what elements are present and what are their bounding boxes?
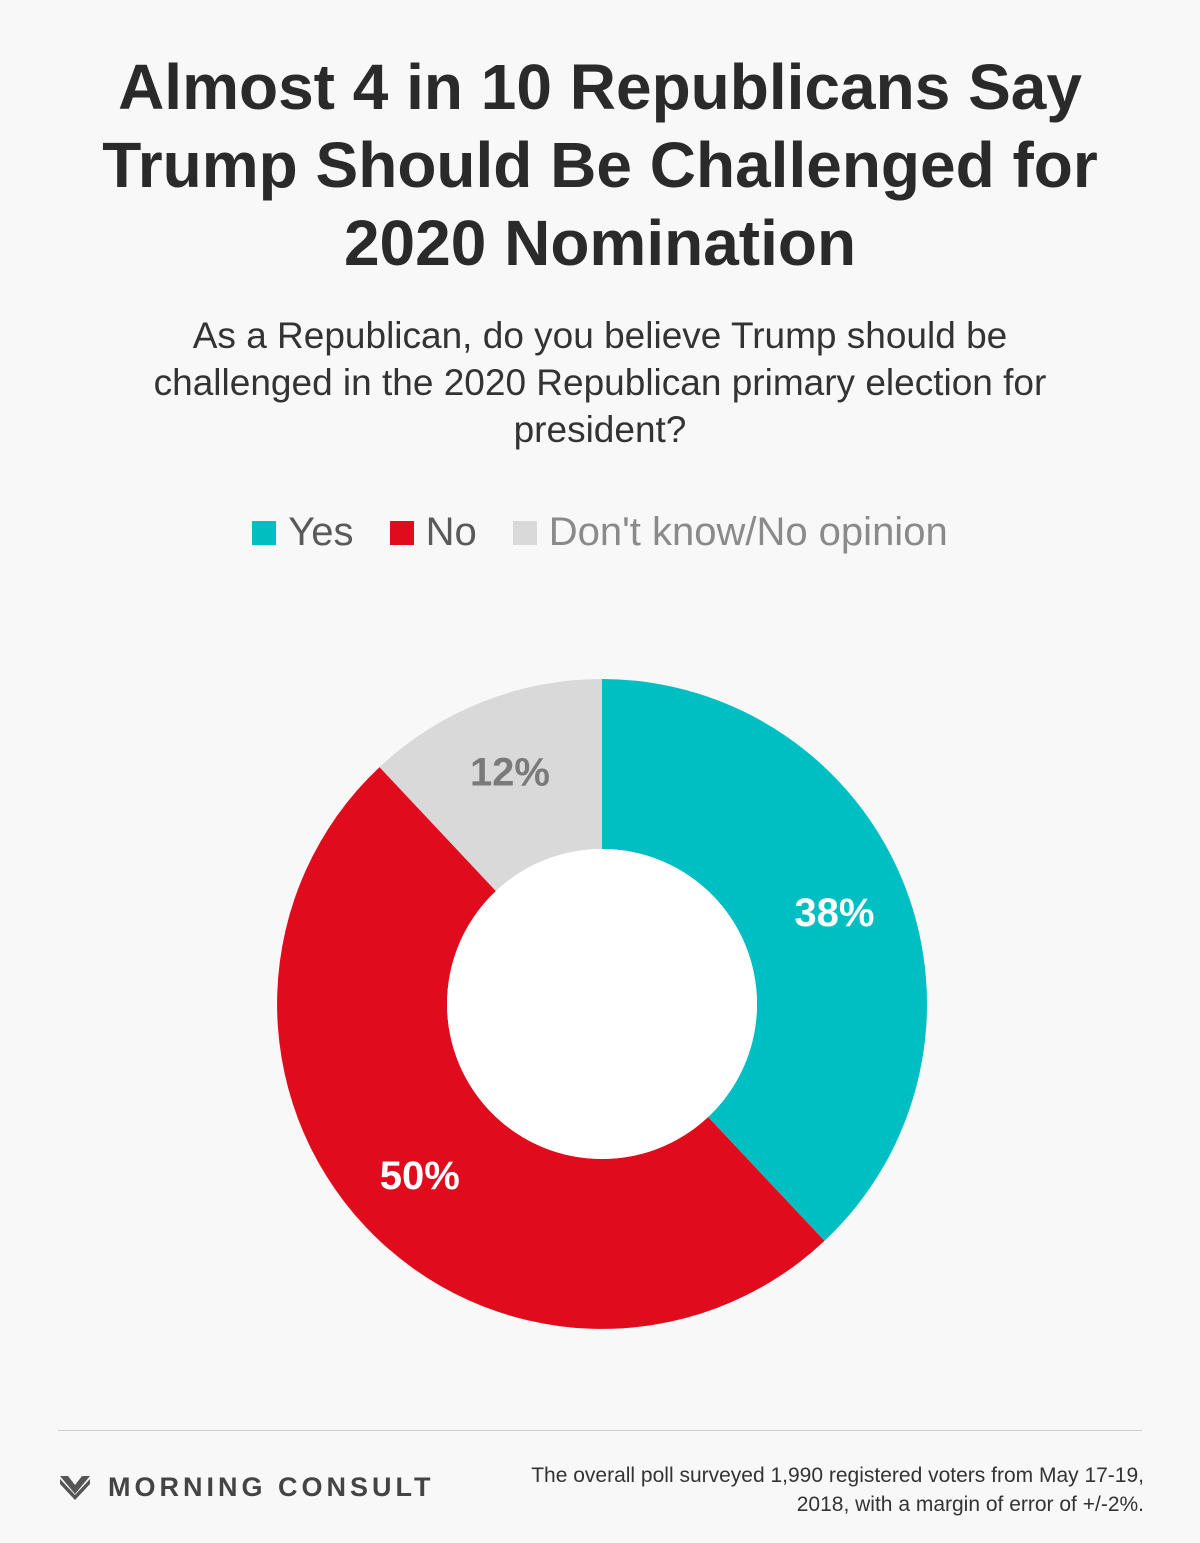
brand-logo: MORNING CONSULT — [60, 1472, 434, 1503]
legend-label-dont-know: Don't know/No opinion — [548, 510, 948, 554]
chart-title: Almost 4 in 10 Republicans Say Trump Sho… — [102, 51, 1098, 279]
donut-chart: 38% 50% 12% — [277, 679, 927, 1329]
legend-item-dont-know: Don't know/No opinion — [512, 510, 948, 555]
methodology-note: The overall poll surveyed 1,990 register… — [531, 1464, 1144, 1516]
legend-item-no: No — [389, 510, 477, 555]
slice-yes — [602, 679, 927, 1241]
legend-label-yes: Yes — [288, 510, 354, 554]
legend: Yes No Don't know/No opinion — [0, 510, 1200, 555]
legend-swatch-no — [389, 520, 414, 545]
donut-hole — [447, 849, 757, 1159]
legend-swatch-yes — [252, 520, 277, 545]
legend-item-yes: Yes — [252, 510, 354, 555]
slice-don-t-know-no-opinion — [379, 679, 602, 892]
legend-swatch-dont-know — [512, 520, 537, 545]
brand-name: MORNING CONSULT — [108, 1472, 435, 1502]
footer-divider — [58, 1430, 1142, 1431]
slice-label-don-t-know-no-opinion: 12% — [470, 751, 550, 795]
morning-consult-chevron-logo-icon — [60, 1475, 90, 1500]
slice-label-yes: 38% — [794, 891, 874, 935]
legend-label-no: No — [425, 510, 477, 554]
chart-subtitle: As a Republican, do you believe Trump sh… — [153, 315, 1047, 450]
slice-no — [277, 767, 825, 1329]
slice-label-no: 50% — [380, 1154, 460, 1198]
